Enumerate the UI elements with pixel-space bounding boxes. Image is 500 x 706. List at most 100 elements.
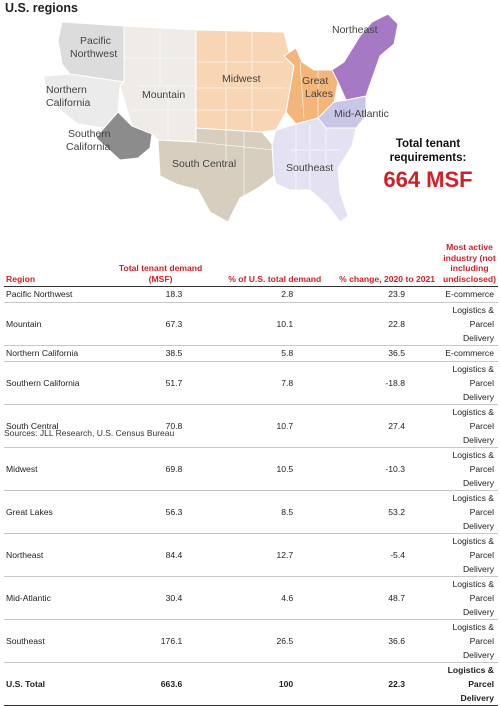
map-label-pacific-northwest-1: Pacific (80, 35, 111, 47)
total-label: Total tenant requirements: (389, 138, 467, 164)
region-northeast (331, 13, 399, 101)
table-row: South Central 70.8 10.7 27.4 Logistics & Par… (4, 404, 498, 448)
cell-pct-change: 22.8 (333, 302, 441, 346)
map-label-southern-california-1: Southern (68, 128, 111, 140)
cell-industry: Logistics & Parcel Delivery (441, 361, 498, 405)
cell-pct-total: 10.7 (216, 404, 334, 448)
regions-table: Region Total tenant demand (MSF) % of U.… (4, 242, 498, 706)
table-row: Northern California 38.5 5.8 36.5 E-commerce (4, 345, 498, 362)
region-southeast (271, 117, 357, 223)
state-borders (124, 30, 340, 196)
cell-pct-total: 12.7 (216, 533, 334, 577)
cell-pct-change: 36.5 (333, 345, 441, 362)
map-label-mid-atlantic: Mid-Atlantic (334, 108, 389, 120)
total-callout: Total tenant requirements: 664 MSF (368, 137, 488, 193)
map-label-pacific-northwest-2: Northwest (70, 48, 117, 60)
total-cell-industry: Logistics & Parcel Delivery (441, 661, 498, 706)
cell-pct-total: 8.5 (216, 490, 334, 534)
map-label-great-lakes-2: Lakes (305, 88, 333, 100)
table-row: Mountain 67.3 10.1 22.8 Logistics & Parcel D… (4, 302, 498, 346)
table-total-row: U.S. Total 663.6 100 22.3 Logistics & Parcel… (4, 661, 498, 706)
cell-pct-total: 26.5 (216, 619, 334, 663)
cell-industry: E-commerce (441, 286, 498, 303)
cell-industry: Logistics & Parcel Delivery (441, 490, 498, 534)
cell-industry: Logistics & Parcel Delivery (441, 533, 498, 577)
header-industry: Most active industry (not including undi… (441, 242, 498, 287)
total-cell-pct-total: 100 (216, 661, 334, 706)
cell-industry: E-commerce (441, 345, 498, 362)
cell-pct-change: -18.8 (333, 361, 441, 405)
cell-region: Mid-Atlantic (4, 576, 105, 620)
cell-pct-change: 53.2 (333, 490, 441, 534)
cell-pct-total: 2.8 (216, 286, 334, 303)
cell-pct-change: 48.7 (333, 576, 441, 620)
cell-demand: 18.3 (104, 286, 217, 303)
map-label-northern-california-1: Northern (46, 84, 87, 96)
cell-pct-total: 7.8 (216, 361, 334, 405)
cell-industry: Logistics & Parcel Delivery (441, 576, 498, 620)
source-note: Sources: JLL Research, U.S. Census Burea… (4, 428, 175, 438)
map-label-south-central: South Central (172, 158, 236, 170)
cell-demand: 38.5 (104, 345, 217, 362)
chart-title: U.S. regions (5, 1, 78, 15)
cell-region: South Central (4, 404, 105, 448)
cell-region: Southeast (4, 619, 105, 663)
map-label-mountain: Mountain (142, 89, 185, 101)
header-pct-change: % change, 2020 to 2021 (333, 242, 441, 287)
cell-demand: 70.8 (104, 404, 217, 448)
region-mountain (119, 25, 197, 143)
cell-demand: 56.3 (104, 490, 217, 534)
cell-region: Great Lakes (4, 490, 105, 534)
cell-region: Northeast (4, 533, 105, 577)
map-label-northeast: Northeast (332, 24, 378, 36)
total-cell-pct-change: 22.3 (333, 661, 441, 706)
table-row: Pacific Northwest 18.3 2.8 23.9 E-commerce (4, 286, 498, 303)
region-southern-california (95, 111, 153, 161)
cell-industry: Logistics & Parcel Delivery (441, 404, 498, 448)
map-label-great-lakes-1: Great (302, 75, 328, 87)
cell-region: Midwest (4, 447, 105, 491)
cell-pct-total: 10.5 (216, 447, 334, 491)
cell-region: Southern California (4, 361, 105, 405)
cell-demand: 51.7 (104, 361, 217, 405)
map-label-northern-california-2: California (46, 97, 91, 109)
header-demand: Total tenant demand (MSF) (104, 242, 217, 287)
total-cell-region: U.S. Total (4, 661, 105, 706)
cell-demand: 67.3 (104, 302, 217, 346)
map-label-southeast: Southeast (286, 162, 333, 174)
cell-demand: 30.4 (104, 576, 217, 620)
cell-region: Mountain (4, 302, 105, 346)
table-row: Great Lakes 56.3 8.5 53.2 Logistics & Parcel… (4, 490, 498, 534)
cell-pct-total: 4.6 (216, 576, 334, 620)
table-row: Southeast 176.1 26.5 36.6 Logistics & Parcel… (4, 619, 498, 663)
cell-pct-change: 23.9 (333, 286, 441, 303)
cell-industry: Logistics & Parcel Delivery (441, 302, 498, 346)
cell-pct-change: 27.4 (333, 404, 441, 448)
us-regions-map: Pacific Northwest Northern California Mo… (43, 13, 399, 223)
cell-demand: 84.4 (104, 533, 217, 577)
cell-industry: Logistics & Parcel Delivery (441, 447, 498, 491)
cell-demand: 69.8 (104, 447, 217, 491)
region-great-lakes (283, 47, 339, 125)
map-label-midwest: Midwest (222, 73, 261, 85)
table-row: Mid-Atlantic 30.4 4.6 48.7 Logistics & Parce… (4, 576, 498, 620)
region-south-central (157, 127, 275, 223)
total-cell-demand: 663.6 (104, 661, 217, 706)
cell-pct-change: 36.6 (333, 619, 441, 663)
cell-region: Pacific Northwest (4, 286, 105, 303)
table-row: Midwest 69.8 10.5 -10.3 Logistics & Parcel D… (4, 447, 498, 491)
cell-pct-total: 10.1 (216, 302, 334, 346)
cell-pct-change: -10.3 (333, 447, 441, 491)
total-value: 664 MSF (383, 167, 473, 192)
cell-demand: 176.1 (104, 619, 217, 663)
cell-region: Northern California (4, 345, 105, 362)
table-row: Northeast 84.4 12.7 -5.4 Logistics & Parcel … (4, 533, 498, 577)
cell-pct-total: 5.8 (216, 345, 334, 362)
cell-industry: Logistics & Parcel Delivery (441, 619, 498, 663)
table-header-row: Region Total tenant demand (MSF) % of U.… (4, 242, 498, 287)
cell-pct-change: -5.4 (333, 533, 441, 577)
header-pct-total: % of U.S. total demand (216, 242, 334, 287)
map-label-southern-california-2: California (66, 141, 111, 153)
header-region: Region (4, 242, 105, 287)
table-row: Southern California 51.7 7.8 -18.8 Logistics… (4, 361, 498, 405)
